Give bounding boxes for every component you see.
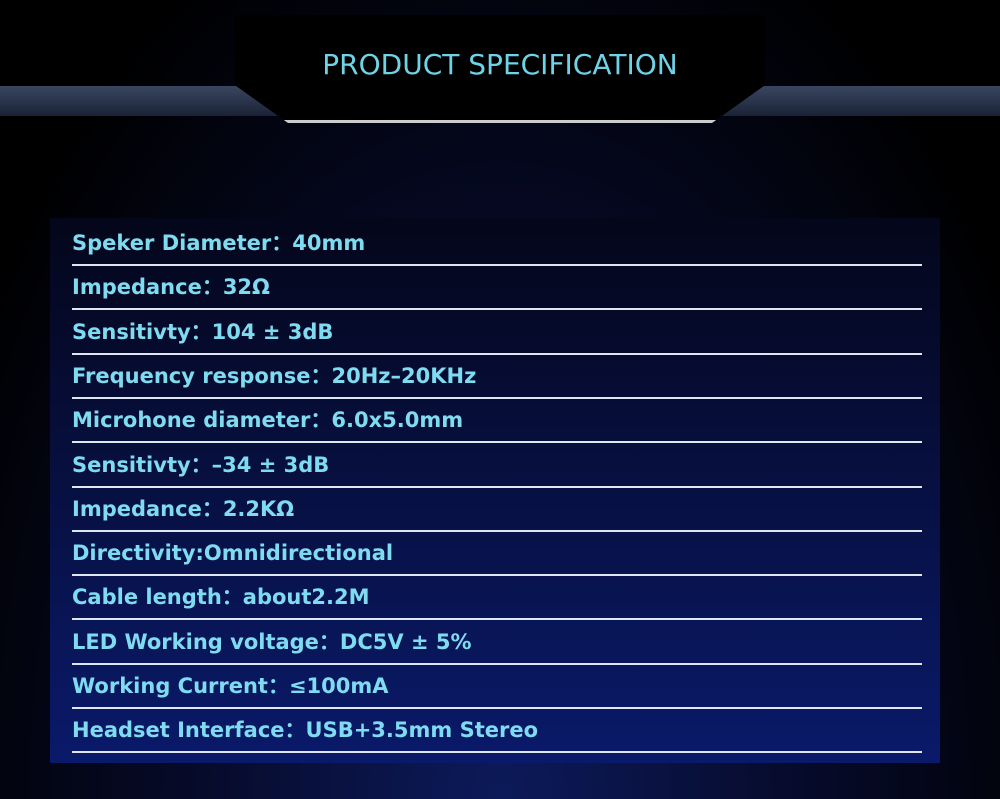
spec-row: Working Current：≤100mA bbox=[72, 663, 922, 709]
spec-row: Sensitivty：–34 ± 3dB bbox=[72, 442, 922, 488]
spec-row: Impedance：32Ω bbox=[72, 264, 922, 311]
spec-row: Sensitivty：104 ± 3dB bbox=[72, 309, 922, 355]
spec-row: Headset Interface：USB+3.5mm Stereo bbox=[72, 707, 922, 754]
spec-row: Directivity:Omnidirectional bbox=[72, 530, 922, 577]
spec-row: LED Working voltage：DC5V ± 5% bbox=[72, 619, 922, 665]
spec-row: Cable length：about2.2M bbox=[72, 574, 922, 621]
title-plate bbox=[235, 15, 765, 123]
spec-row: Microhone diameter：6.0x5.0mm bbox=[72, 397, 922, 444]
spec-row: Frequency response：20Hz–20KHz bbox=[72, 353, 922, 399]
spec-row: Impedance：2.2KΩ bbox=[72, 486, 922, 532]
title: PRODUCT SPECIFICATION bbox=[322, 48, 678, 81]
spec-row: Speker Diameter：40mm bbox=[72, 220, 922, 266]
